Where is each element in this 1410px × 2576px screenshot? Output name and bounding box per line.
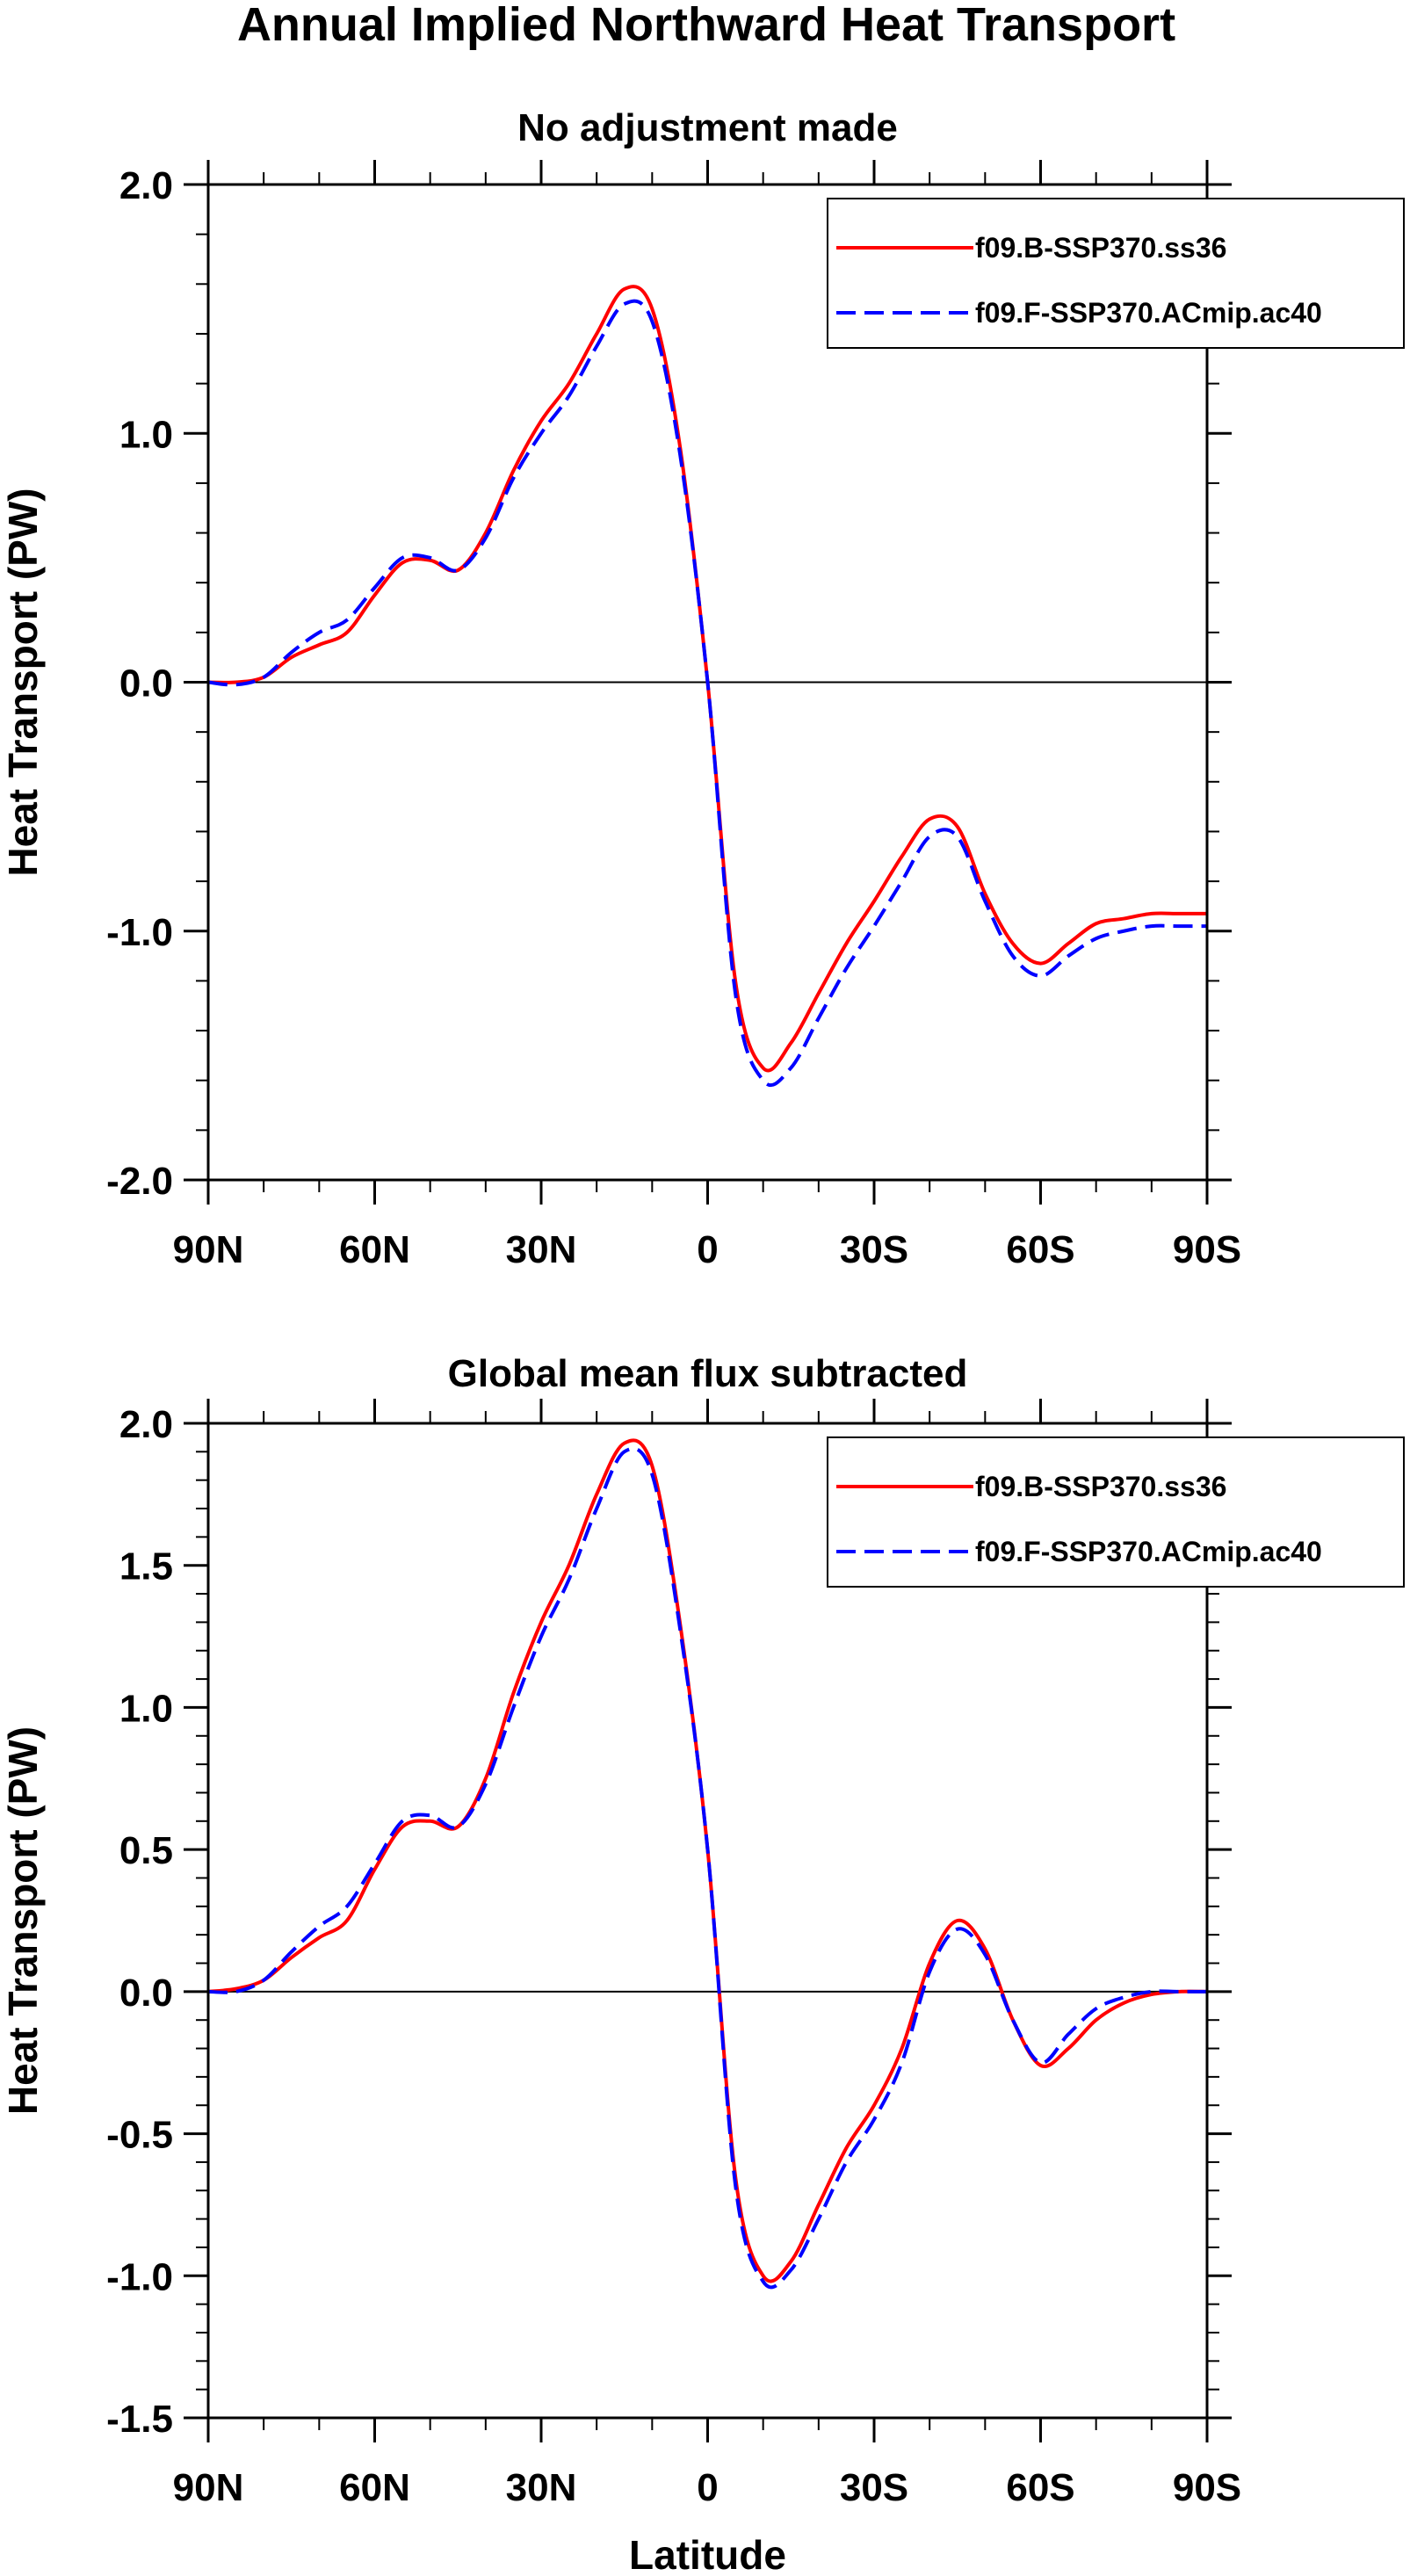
panel-title: Global mean flux subtracted [448, 1352, 968, 1395]
x-tick-label: 30S [840, 1228, 908, 1271]
legend-label-2: f09.F-SSP370.ACmip.ac40 [975, 297, 1322, 329]
y-tick-label: 1.0 [119, 413, 173, 456]
y-tick-label: -0.5 [106, 2114, 173, 2157]
y-axis-label: Heat Transport (PW) [0, 1726, 46, 2115]
chart-panel-2: Global mean flux subtracted 2.0 1.5 1.0 0.5 0… [0, 1352, 1405, 2576]
x-tick-label: 30S [840, 2466, 908, 2509]
y-tick-label: 0.0 [119, 1972, 173, 2015]
x-tick-label: 90S [1173, 1228, 1241, 1271]
y-tick-label: -1.0 [106, 911, 173, 954]
y-tick-label: 0.5 [119, 1829, 173, 1872]
plot-frame [206, 183, 1209, 1182]
x-tick-label: 30N [506, 1228, 577, 1271]
x-tick-label: 90S [1173, 2466, 1241, 2509]
series-line-2 [208, 299, 1207, 1088]
y-axis-label: Heat Transport (PW) [0, 488, 46, 876]
series-line-2 [208, 1446, 1207, 2290]
y-tick-label: 2.0 [119, 1403, 173, 1446]
legend-label-1: f09.B-SSP370.ss36 [975, 232, 1226, 264]
x-axis-label: Latitude [629, 2532, 786, 2576]
x-tick-label: 60S [1006, 2466, 1074, 2509]
plot-frame [206, 1422, 1209, 2420]
x-tick-label: 60N [339, 2466, 410, 2509]
panel-title: No adjustment made [517, 106, 898, 149]
y-tick-label: 0.0 [119, 662, 173, 706]
x-tick-label: 60S [1006, 1228, 1074, 1271]
x-tick-label: 30N [506, 2466, 577, 2509]
x-tick-label: 90N [173, 2466, 244, 2509]
x-tick-label: 60N [339, 1228, 410, 1271]
y-tick-label: 1.0 [119, 1687, 173, 1730]
legend-label-1: f09.B-SSP370.ss36 [975, 1471, 1226, 1502]
legend: f09.B-SSP370.ss36 f09.F-SSP370.ACmip.ac40 [827, 198, 1405, 349]
y-tick-label: 1.5 [119, 1545, 173, 1588]
x-tick-label: 90N [173, 1228, 244, 1271]
x-tick-label: 0 [697, 1228, 718, 1271]
legend-label-2: f09.F-SSP370.ACmip.ac40 [975, 1536, 1322, 1567]
figure-title: Annual Implied Northward Heat Transport [237, 0, 1175, 51]
legend: f09.B-SSP370.ss36 f09.F-SSP370.ACmip.ac40 [827, 1436, 1405, 1588]
x-tick-label: 0 [697, 2466, 718, 2509]
y-tick-label: 2.0 [119, 164, 173, 207]
legend-box [827, 198, 1405, 349]
y-tick-label: -1.0 [106, 2255, 173, 2298]
y-tick-label: -2.0 [106, 1160, 173, 1203]
legend-box [827, 1436, 1405, 1588]
y-tick-label: -1.5 [106, 2398, 173, 2441]
